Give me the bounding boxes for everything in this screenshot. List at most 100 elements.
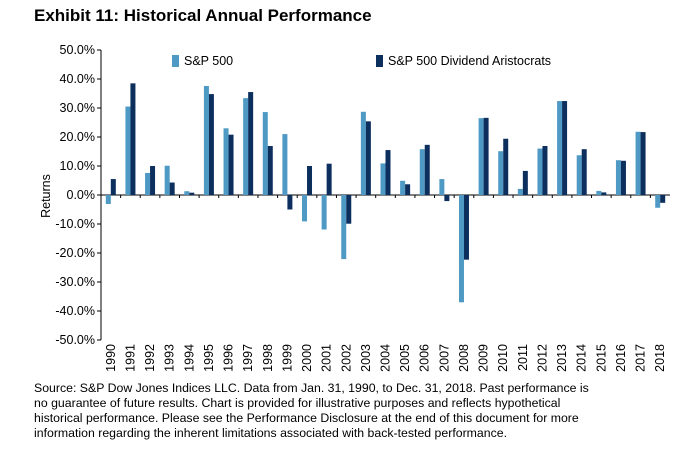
x-tick-label: 2007 xyxy=(437,344,451,372)
bar-dividend-aristocrats xyxy=(542,145,548,195)
x-tick-label: 2015 xyxy=(594,344,608,372)
bar-sp500 xyxy=(655,195,661,208)
x-tick-label: 2009 xyxy=(477,344,491,372)
bar-sp500 xyxy=(203,85,209,195)
x-tick-label: 2008 xyxy=(457,344,471,372)
chart-axes: 50.0% 40.0% 30.0% 20.0% 10.0% 0.0% -10.0% -20.0… xyxy=(39,43,670,372)
legend-swatch xyxy=(172,55,179,67)
bar-dividend-aristocrats xyxy=(424,144,430,195)
x-tick-label: 2004 xyxy=(379,344,393,372)
bar-sp500 xyxy=(184,191,190,195)
y-tick-label: 30.0% xyxy=(60,101,95,115)
x-tick-label: 2005 xyxy=(398,344,412,372)
y-tick-label: -30.0% xyxy=(55,275,95,289)
bar-dividend-aristocrats xyxy=(189,192,195,195)
bar-dividend-aristocrats xyxy=(483,117,489,195)
bar-dividend-aristocrats xyxy=(346,195,352,224)
x-tick-label: 2006 xyxy=(418,344,432,372)
bar-dividend-aristocrats xyxy=(228,134,234,195)
x-tick-label: 2002 xyxy=(339,344,353,372)
x-tick-label: 2010 xyxy=(496,344,510,372)
bar-sp500 xyxy=(262,112,268,195)
bar-dividend-aristocrats xyxy=(307,166,313,195)
source-line: historical performance. Please see the P… xyxy=(34,411,579,425)
bar-sp500 xyxy=(635,131,641,195)
chart-bars xyxy=(105,83,666,303)
bar-dividend-aristocrats xyxy=(444,195,450,202)
x-tick-label: 1993 xyxy=(163,344,177,372)
bar-dividend-aristocrats xyxy=(522,170,528,195)
x-tick-label: 1992 xyxy=(143,344,157,372)
bar-dividend-aristocrats xyxy=(385,150,391,195)
x-tick-label: 2013 xyxy=(555,344,569,372)
bar-sp500 xyxy=(458,195,464,303)
chart-title: Exhibit 11: Historical Annual Performanc… xyxy=(34,6,372,25)
x-tick-label: 1999 xyxy=(280,344,294,372)
bar-sp500 xyxy=(125,106,131,195)
bar-sp500 xyxy=(596,190,602,195)
y-tick-label: -10.0% xyxy=(55,217,95,231)
bar-sp500 xyxy=(282,134,288,195)
y-tick-label: -20.0% xyxy=(55,246,95,260)
x-tick-label: 1997 xyxy=(241,344,255,372)
y-tick-label: 20.0% xyxy=(60,130,95,144)
legend-swatch xyxy=(376,55,383,67)
bar-dividend-aristocrats xyxy=(405,184,411,195)
source-line: no guarantee of future results. Chart is… xyxy=(34,396,561,410)
x-tick-label: 2011 xyxy=(516,344,530,371)
x-tick-label: 1996 xyxy=(222,344,236,372)
bar-sp500 xyxy=(537,148,543,195)
bar-sp500 xyxy=(615,160,621,195)
bar-dividend-aristocrats xyxy=(463,195,469,260)
legend-label: S&P 500 xyxy=(184,54,233,68)
legend: S&P 500 S&P 500 Dividend Aristocrats xyxy=(172,54,551,68)
bar-dividend-aristocrats xyxy=(601,192,607,195)
bar-sp500 xyxy=(360,111,366,195)
x-tick-label: 2014 xyxy=(575,344,589,372)
bar-sp500 xyxy=(223,128,229,195)
bar-sp500 xyxy=(498,151,504,195)
bar-sp500 xyxy=(302,195,308,222)
y-tick-label: -50.0% xyxy=(55,333,95,347)
bar-dividend-aristocrats xyxy=(169,182,175,195)
bar-sp500 xyxy=(105,195,111,204)
x-tick-label: 2017 xyxy=(634,344,648,372)
x-tick-label: 2003 xyxy=(359,344,373,372)
x-tick-label: 1998 xyxy=(261,344,275,372)
bar-sp500 xyxy=(576,155,582,195)
bar-dividend-aristocrats xyxy=(248,92,254,195)
bar-sp500 xyxy=(517,188,523,195)
x-tick-label: 2016 xyxy=(614,344,628,372)
bar-sp500 xyxy=(439,179,445,195)
bar-sp500 xyxy=(145,172,151,195)
y-tick-label: 40.0% xyxy=(60,72,95,86)
bar-dividend-aristocrats xyxy=(130,83,136,195)
x-tick-label: 2012 xyxy=(535,344,549,372)
y-tick-label: -40.0% xyxy=(55,304,95,318)
x-tick-label: 1994 xyxy=(182,344,196,372)
bar-dividend-aristocrats xyxy=(503,138,509,195)
bar-dividend-aristocrats xyxy=(562,101,568,195)
bar-chart: 50.0% 40.0% 30.0% 20.0% 10.0% 0.0% -10.0% -20.0… xyxy=(39,43,670,372)
y-tick-label: 50.0% xyxy=(60,43,95,57)
bar-sp500 xyxy=(400,180,406,195)
bar-dividend-aristocrats xyxy=(208,94,214,195)
bar-sp500 xyxy=(321,195,327,230)
bar-dividend-aristocrats xyxy=(660,195,666,203)
bar-sp500 xyxy=(164,165,170,195)
bar-dividend-aristocrats xyxy=(267,145,273,195)
bar-sp500 xyxy=(243,98,249,195)
x-tick-label: 2018 xyxy=(653,344,667,372)
bar-dividend-aristocrats xyxy=(150,166,156,195)
x-tick-label: 2000 xyxy=(300,344,314,372)
x-tick-label: 1995 xyxy=(202,344,216,372)
y-tick-label: 0.0% xyxy=(67,188,96,202)
source-line: Source: S&P Dow Jones Indices LLC. Data … xyxy=(34,381,589,395)
bar-dividend-aristocrats xyxy=(620,160,626,195)
bar-dividend-aristocrats xyxy=(640,132,646,195)
legend-label: S&P 500 Dividend Aristocrats xyxy=(388,54,551,68)
bar-dividend-aristocrats xyxy=(326,163,332,195)
bar-sp500 xyxy=(380,163,386,195)
bar-dividend-aristocrats xyxy=(365,121,371,195)
x-tick-label: 1990 xyxy=(104,344,118,372)
